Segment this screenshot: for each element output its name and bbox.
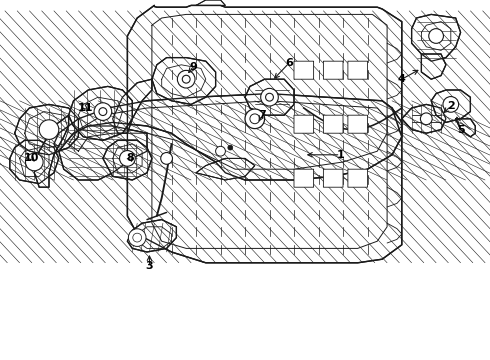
- Circle shape: [161, 153, 172, 164]
- FancyBboxPatch shape: [294, 61, 314, 79]
- Polygon shape: [456, 119, 475, 137]
- FancyBboxPatch shape: [323, 169, 343, 187]
- Text: 5: 5: [457, 125, 465, 135]
- Polygon shape: [152, 58, 216, 104]
- Circle shape: [99, 108, 107, 116]
- Circle shape: [228, 145, 233, 150]
- Polygon shape: [127, 5, 402, 263]
- FancyBboxPatch shape: [323, 61, 343, 79]
- Circle shape: [261, 89, 278, 106]
- Polygon shape: [127, 220, 176, 252]
- Polygon shape: [113, 79, 152, 133]
- Circle shape: [443, 96, 459, 112]
- Circle shape: [182, 75, 190, 83]
- FancyBboxPatch shape: [348, 169, 368, 187]
- Text: 6: 6: [285, 58, 293, 68]
- Polygon shape: [421, 54, 446, 79]
- Polygon shape: [10, 140, 59, 184]
- FancyBboxPatch shape: [294, 115, 314, 133]
- FancyBboxPatch shape: [294, 169, 314, 187]
- Text: 8: 8: [126, 153, 134, 163]
- Polygon shape: [59, 126, 147, 180]
- Circle shape: [128, 229, 146, 247]
- Polygon shape: [103, 140, 152, 180]
- Text: 1: 1: [337, 150, 344, 160]
- Polygon shape: [431, 90, 470, 122]
- Polygon shape: [15, 104, 78, 155]
- Circle shape: [420, 113, 432, 125]
- Circle shape: [266, 93, 273, 101]
- Circle shape: [25, 153, 43, 171]
- Circle shape: [39, 120, 59, 139]
- Text: 10: 10: [24, 153, 40, 163]
- Polygon shape: [54, 94, 402, 180]
- Circle shape: [177, 71, 195, 88]
- Circle shape: [133, 233, 142, 242]
- Text: 9: 9: [190, 62, 197, 72]
- Text: 7: 7: [258, 110, 266, 120]
- Circle shape: [245, 109, 265, 129]
- Polygon shape: [402, 104, 446, 133]
- Circle shape: [120, 150, 135, 166]
- Circle shape: [429, 29, 443, 43]
- FancyBboxPatch shape: [348, 61, 368, 79]
- Polygon shape: [69, 86, 132, 140]
- Text: 3: 3: [146, 261, 153, 271]
- FancyBboxPatch shape: [323, 115, 343, 133]
- Polygon shape: [196, 158, 255, 180]
- Circle shape: [216, 146, 225, 156]
- Circle shape: [94, 103, 112, 120]
- Polygon shape: [412, 14, 461, 61]
- Polygon shape: [196, 0, 225, 5]
- Text: 2: 2: [447, 101, 455, 111]
- Circle shape: [250, 114, 260, 124]
- Text: 11: 11: [78, 103, 94, 113]
- Text: 4: 4: [398, 74, 406, 84]
- Polygon shape: [34, 115, 69, 187]
- FancyBboxPatch shape: [348, 115, 368, 133]
- Polygon shape: [245, 79, 294, 115]
